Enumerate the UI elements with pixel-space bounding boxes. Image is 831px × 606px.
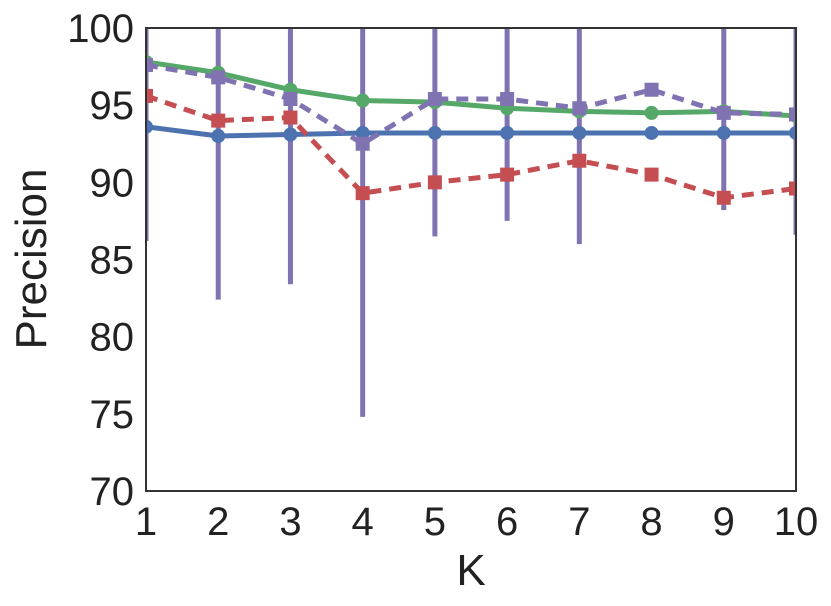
series-1-marker (500, 125, 515, 140)
series-1-marker (146, 119, 153, 134)
series-4-marker (355, 136, 370, 151)
x-tick-label: 6 (496, 500, 518, 544)
series-4-marker (283, 91, 298, 106)
series-1-line (146, 124, 796, 139)
y-tick-label: 75 (90, 393, 135, 437)
x-tick-label: 4 (352, 500, 374, 544)
series-3-marker (789, 181, 796, 196)
series-4-marker (427, 91, 442, 106)
x-tick-label: 3 (279, 500, 301, 544)
series-4-marker (211, 70, 226, 85)
series-1-marker (572, 125, 587, 140)
series-4-marker (146, 58, 153, 73)
series-3-marker (644, 167, 659, 182)
series-1-marker (355, 125, 370, 140)
series-1-marker (283, 127, 298, 142)
series-3-marker (716, 190, 731, 205)
y-tick-label: 90 (90, 161, 135, 205)
plot-frame (145, 27, 797, 492)
series-1-marker (716, 125, 731, 140)
series-4-marker (644, 82, 659, 97)
series-3-marker (283, 110, 298, 125)
series-3-marker (211, 113, 226, 128)
x-tick-label: 1 (135, 500, 157, 544)
series-3-marker (427, 175, 442, 190)
x-tick-label: 7 (568, 500, 590, 544)
series-1-marker (644, 125, 659, 140)
x-axis-ticks: 1 2 3 4 5 6 7 8 9 10 (135, 500, 818, 544)
series-4-line (146, 62, 796, 147)
x-tick-label: 8 (640, 500, 662, 544)
y-axis-ticks: 70 75 80 85 90 95 100 (67, 7, 134, 514)
series-4-marker (716, 105, 731, 120)
plot-area (146, 28, 796, 417)
series-4-marker (572, 101, 587, 116)
series-3-marker (355, 186, 370, 201)
y-tick-label: 100 (67, 7, 134, 51)
series-3-line (146, 93, 796, 201)
series-2-marker (644, 105, 659, 120)
series-1-marker (427, 125, 442, 140)
series-1-marker (211, 129, 226, 144)
x-tick-label: 2 (207, 500, 229, 544)
plot-background (146, 28, 796, 491)
x-axis-label: K (456, 546, 485, 595)
x-tick-label: 10 (774, 500, 819, 544)
series-2-line (146, 59, 796, 119)
x-tick-label: 9 (713, 500, 735, 544)
series-2-marker (355, 93, 370, 108)
y-axis-label: Precision (7, 169, 56, 350)
y-tick-label: 95 (90, 84, 135, 128)
series-3-marker (572, 153, 587, 168)
y-tick-label: 70 (90, 470, 135, 514)
series-3-marker (146, 88, 153, 103)
y-tick-label: 85 (90, 239, 135, 283)
y-tick-label: 80 (90, 316, 135, 360)
x-tick-label: 5 (424, 500, 446, 544)
series-1-marker (789, 125, 796, 140)
series-4-marker (500, 91, 515, 106)
series-3-marker (500, 167, 515, 182)
series-4-marker (789, 107, 796, 122)
